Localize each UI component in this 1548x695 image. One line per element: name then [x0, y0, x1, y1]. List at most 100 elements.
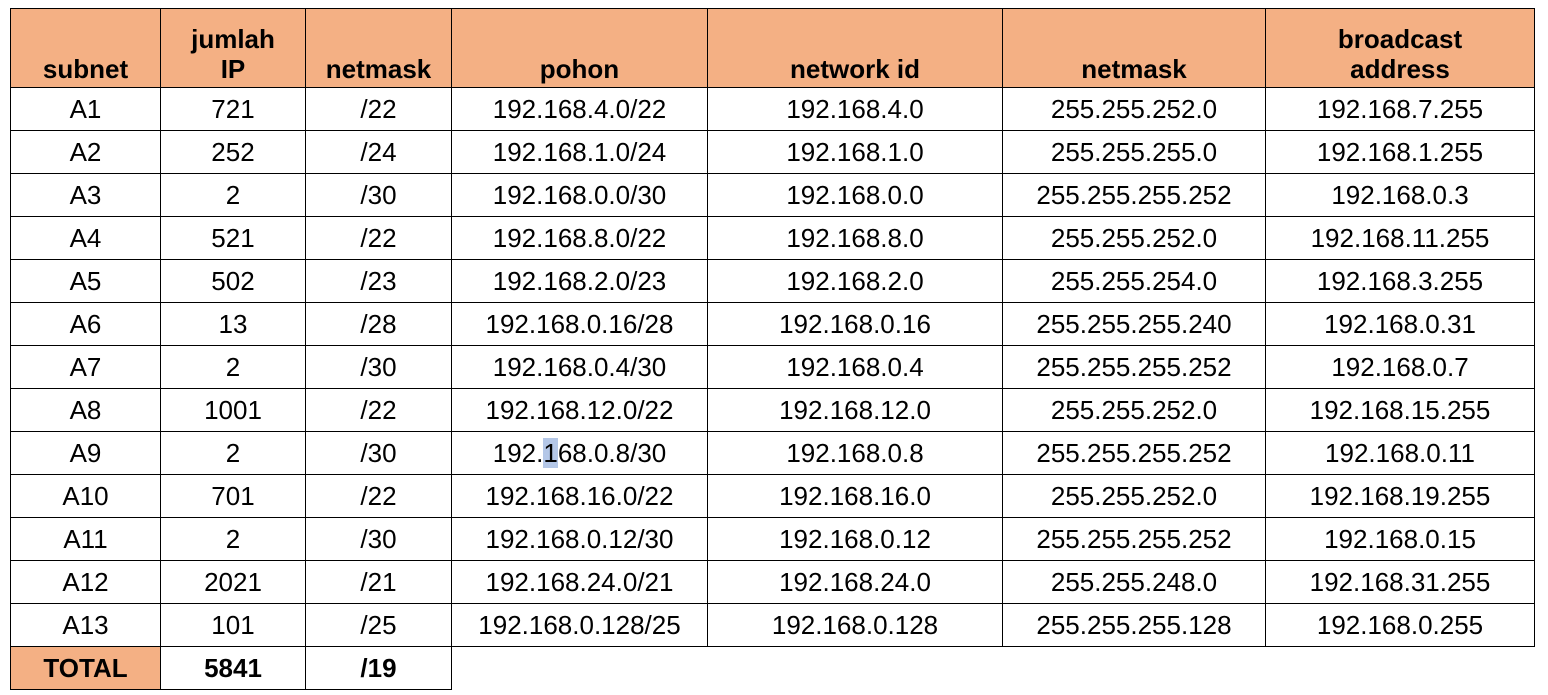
- cell-subnet[interactable]: A6: [10, 302, 161, 346]
- cell-network-id[interactable]: 192.168.0.0: [707, 173, 1003, 217]
- cell-jumlah-ip[interactable]: 2: [160, 173, 306, 217]
- cell-network-id[interactable]: 192.168.8.0: [707, 216, 1003, 260]
- cell-netmask-prefix[interactable]: /22: [305, 388, 452, 432]
- cell-subnet[interactable]: A10: [10, 474, 161, 518]
- cell-jumlah-ip[interactable]: 721: [160, 87, 306, 131]
- cell-netmask-prefix[interactable]: /28: [305, 302, 452, 346]
- cell-network-id[interactable]: 192.168.2.0: [707, 259, 1003, 303]
- cell-network-id[interactable]: 192.168.16.0: [707, 474, 1003, 518]
- cell-broadcast-address[interactable]: 192.168.0.31: [1265, 302, 1535, 346]
- cell-pohon[interactable]: 192.168.4.0/22: [451, 87, 708, 131]
- cell-network-id[interactable]: 192.168.0.8: [707, 431, 1003, 475]
- cell-subnet[interactable]: A5: [10, 259, 161, 303]
- cell-netmask[interactable]: 255.255.248.0: [1002, 560, 1266, 604]
- cell-netmask[interactable]: 255.255.255.252: [1002, 431, 1266, 475]
- cell-subnet[interactable]: A9: [10, 431, 161, 475]
- cell-pohon[interactable]: 192.168.2.0/23: [451, 259, 708, 303]
- cell-network-id[interactable]: 192.168.24.0: [707, 560, 1003, 604]
- cell-broadcast-address[interactable]: 192.168.0.7: [1265, 345, 1535, 389]
- cell-pohon[interactable]: 192.168.0.4/30: [451, 345, 708, 389]
- cell-netmask-prefix[interactable]: /22: [305, 474, 452, 518]
- cell-subnet[interactable]: A3: [10, 173, 161, 217]
- cell-netmask-prefix[interactable]: /30: [305, 173, 452, 217]
- cell-pohon[interactable]: 192.168.1.0/24: [451, 130, 708, 174]
- cell-broadcast-address[interactable]: 192.168.31.255: [1265, 560, 1535, 604]
- cell-netmask[interactable]: 255.255.252.0: [1002, 474, 1266, 518]
- cell-netmask[interactable]: 255.255.254.0: [1002, 259, 1266, 303]
- header-pohon[interactable]: pohon: [451, 8, 708, 88]
- cell-pohon[interactable]: 192.168.24.0/21: [451, 560, 708, 604]
- cell-netmask[interactable]: 255.255.255.240: [1002, 302, 1266, 346]
- cell-netmask-prefix[interactable]: /25: [305, 603, 452, 647]
- cell-broadcast-address[interactable]: 192.168.7.255: [1265, 87, 1535, 131]
- total-jumlah-ip-cell[interactable]: 5841: [160, 646, 306, 690]
- cell-subnet[interactable]: A2: [10, 130, 161, 174]
- cell-jumlah-ip[interactable]: 521: [160, 216, 306, 260]
- cell-netmask[interactable]: 255.255.252.0: [1002, 87, 1266, 131]
- cell-broadcast-address[interactable]: 192.168.0.3: [1265, 173, 1535, 217]
- cell-pohon[interactable]: 192.168.0.8/30: [451, 431, 708, 475]
- cell-subnet[interactable]: A4: [10, 216, 161, 260]
- cell-jumlah-ip[interactable]: 502: [160, 259, 306, 303]
- cell-netmask-prefix[interactable]: /22: [305, 87, 452, 131]
- cell-netmask[interactable]: 255.255.255.252: [1002, 173, 1266, 217]
- cell-subnet[interactable]: A1: [10, 87, 161, 131]
- cell-broadcast-address[interactable]: 192.168.15.255: [1265, 388, 1535, 432]
- cell-pohon[interactable]: 192.168.0.12/30: [451, 517, 708, 561]
- cell-network-id[interactable]: 192.168.0.128: [707, 603, 1003, 647]
- cell-netmask[interactable]: 255.255.255.252: [1002, 517, 1266, 561]
- cell-network-id[interactable]: 192.168.4.0: [707, 87, 1003, 131]
- cell-netmask[interactable]: 255.255.252.0: [1002, 216, 1266, 260]
- header-netmask-prefix[interactable]: netmask: [305, 8, 452, 88]
- header-netmask[interactable]: netmask: [1002, 8, 1266, 88]
- cell-jumlah-ip[interactable]: 2021: [160, 560, 306, 604]
- cell-pohon[interactable]: 192.168.0.0/30: [451, 173, 708, 217]
- cell-broadcast-address[interactable]: 192.168.19.255: [1265, 474, 1535, 518]
- cell-subnet[interactable]: A8: [10, 388, 161, 432]
- cell-pohon[interactable]: 192.168.12.0/22: [451, 388, 708, 432]
- header-network-id[interactable]: network id: [707, 8, 1003, 88]
- cell-jumlah-ip[interactable]: 2: [160, 431, 306, 475]
- cell-netmask-prefix[interactable]: /21: [305, 560, 452, 604]
- cell-jumlah-ip[interactable]: 2: [160, 517, 306, 561]
- cell-pohon[interactable]: 192.168.8.0/22: [451, 216, 708, 260]
- cell-network-id[interactable]: 192.168.1.0: [707, 130, 1003, 174]
- cell-jumlah-ip[interactable]: 2: [160, 345, 306, 389]
- cell-netmask[interactable]: 255.255.255.128: [1002, 603, 1266, 647]
- cell-jumlah-ip[interactable]: 101: [160, 603, 306, 647]
- cell-subnet[interactable]: A7: [10, 345, 161, 389]
- cell-broadcast-address[interactable]: 192.168.0.255: [1265, 603, 1535, 647]
- cell-netmask-prefix[interactable]: /23: [305, 259, 452, 303]
- cell-broadcast-address[interactable]: 192.168.11.255: [1265, 216, 1535, 260]
- cell-netmask-prefix[interactable]: /22: [305, 216, 452, 260]
- cell-jumlah-ip[interactable]: 701: [160, 474, 306, 518]
- cell-jumlah-ip[interactable]: 1001: [160, 388, 306, 432]
- cell-pohon[interactable]: 192.168.0.128/25: [451, 603, 708, 647]
- cell-netmask-prefix[interactable]: /30: [305, 431, 452, 475]
- cell-broadcast-address[interactable]: 192.168.0.15: [1265, 517, 1535, 561]
- cell-network-id[interactable]: 192.168.0.12: [707, 517, 1003, 561]
- cell-netmask[interactable]: 255.255.255.252: [1002, 345, 1266, 389]
- cell-network-id[interactable]: 192.168.0.4: [707, 345, 1003, 389]
- cell-broadcast-address[interactable]: 192.168.1.255: [1265, 130, 1535, 174]
- total-label-cell[interactable]: TOTAL: [10, 646, 161, 690]
- cell-pohon[interactable]: 192.168.16.0/22: [451, 474, 708, 518]
- cell-network-id[interactable]: 192.168.0.16: [707, 302, 1003, 346]
- header-broadcast-address[interactable]: broadcast address: [1265, 8, 1535, 88]
- cell-pohon[interactable]: 192.168.0.16/28: [451, 302, 708, 346]
- cell-network-id[interactable]: 192.168.12.0: [707, 388, 1003, 432]
- cell-netmask-prefix[interactable]: /24: [305, 130, 452, 174]
- cell-netmask-prefix[interactable]: /30: [305, 345, 452, 389]
- cell-jumlah-ip[interactable]: 13: [160, 302, 306, 346]
- cell-subnet[interactable]: A12: [10, 560, 161, 604]
- cell-broadcast-address[interactable]: 192.168.3.255: [1265, 259, 1535, 303]
- header-subnet[interactable]: subnet: [10, 8, 161, 88]
- header-jumlah-ip[interactable]: jumlah IP: [160, 8, 306, 88]
- cell-netmask[interactable]: 255.255.255.0: [1002, 130, 1266, 174]
- cell-netmask-prefix[interactable]: /30: [305, 517, 452, 561]
- cell-netmask[interactable]: 255.255.252.0: [1002, 388, 1266, 432]
- cell-broadcast-address[interactable]: 192.168.0.11: [1265, 431, 1535, 475]
- total-netmask-cell[interactable]: /19: [305, 646, 452, 690]
- cell-jumlah-ip[interactable]: 252: [160, 130, 306, 174]
- cell-subnet[interactable]: A13: [10, 603, 161, 647]
